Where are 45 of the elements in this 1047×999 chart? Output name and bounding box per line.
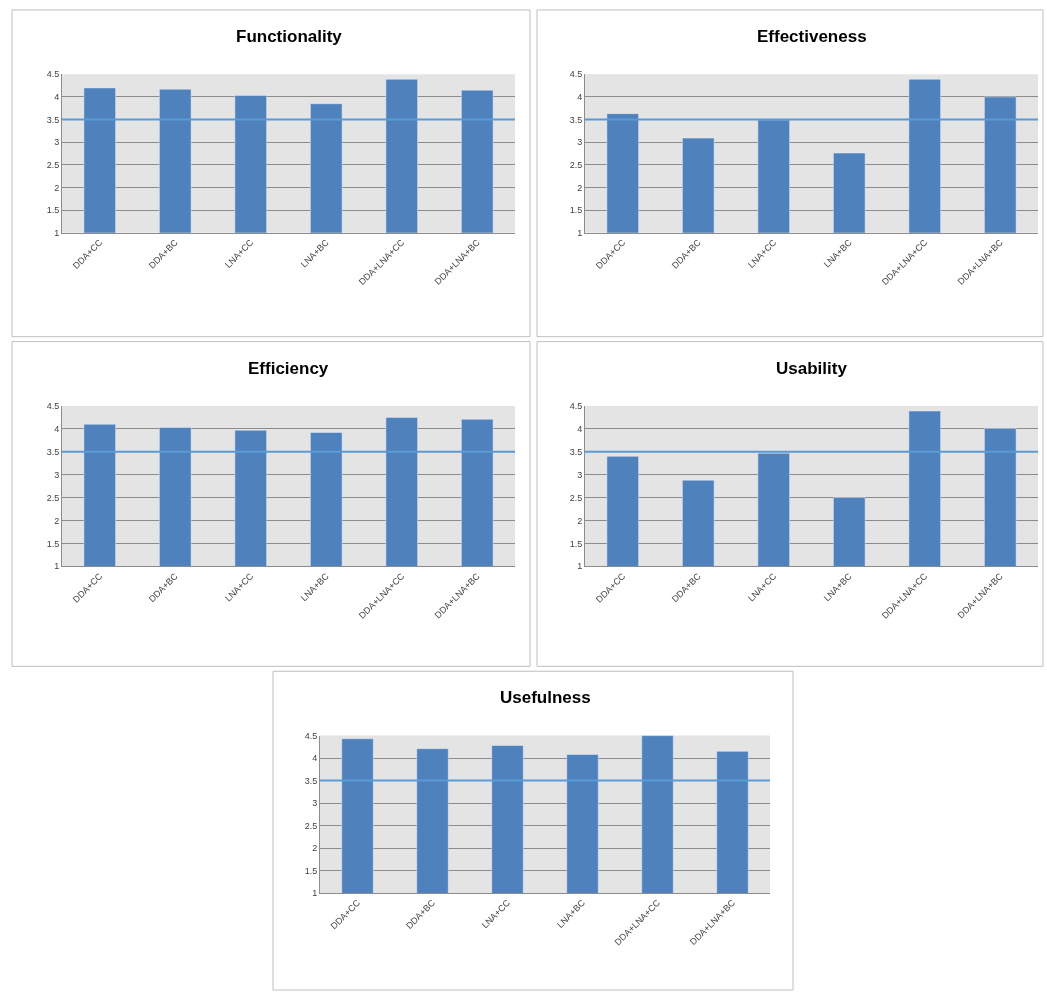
chart-title: Effectiveness — [757, 27, 867, 46]
y-tick-label: 3.5 — [569, 446, 583, 457]
y-tick-label: 4 — [54, 424, 60, 435]
y-tick-label: 3 — [577, 469, 583, 480]
y-tick-label: 1 — [577, 561, 583, 572]
y-tick-label: 1.5 — [46, 538, 60, 549]
y-tick-label: 4 — [54, 92, 60, 103]
y-tick-label: 1 — [312, 888, 318, 899]
y-tick-label: 3.5 — [304, 775, 318, 786]
y-tick-label: 2 — [577, 515, 583, 526]
chart-title: Functionality — [236, 27, 343, 46]
chart-title: Usability — [776, 359, 848, 378]
y-tick-label: 4.5 — [46, 401, 60, 412]
y-tick-label: 1 — [54, 561, 60, 572]
y-tick-label: 2.5 — [46, 492, 60, 503]
y-tick-label: 4.5 — [46, 69, 60, 80]
y-tick-label: 2 — [312, 843, 318, 854]
y-tick-label: 3.5 — [46, 446, 60, 457]
y-tick-label: 3 — [577, 137, 583, 148]
chart-title: Usefulness — [500, 688, 591, 707]
y-tick-label: 1.5 — [569, 205, 583, 216]
y-tick-label: 1 — [54, 227, 60, 238]
y-tick-label: 2.5 — [569, 492, 583, 503]
y-tick-label: 1 — [577, 227, 583, 238]
y-tick-label: 2 — [54, 182, 60, 193]
y-tick-label: 2 — [577, 182, 583, 193]
y-tick-label: 4 — [312, 753, 318, 764]
y-tick-label: 4.5 — [569, 401, 583, 412]
y-tick-label: 4.5 — [304, 730, 318, 741]
y-tick-label: 1.5 — [304, 865, 318, 876]
y-tick-label: 3 — [312, 798, 318, 809]
y-tick-label: 2.5 — [569, 159, 583, 170]
y-tick-label: 4 — [577, 424, 583, 435]
y-tick-label: 4 — [577, 92, 583, 103]
y-tick-label: 1.5 — [46, 205, 60, 216]
chart-title: Efficiency — [248, 359, 329, 378]
y-tick-label: 2 — [54, 515, 60, 526]
y-tick-label: 3.5 — [569, 114, 583, 125]
y-tick-label: 3.5 — [46, 114, 60, 125]
y-tick-label: 1.5 — [569, 538, 583, 549]
y-tick-label: 2.5 — [46, 159, 60, 170]
y-tick-label: 2.5 — [304, 820, 318, 831]
y-tick-label: 3 — [54, 469, 60, 480]
y-tick-label: 3 — [54, 137, 60, 148]
y-tick-label: 4.5 — [569, 69, 583, 80]
